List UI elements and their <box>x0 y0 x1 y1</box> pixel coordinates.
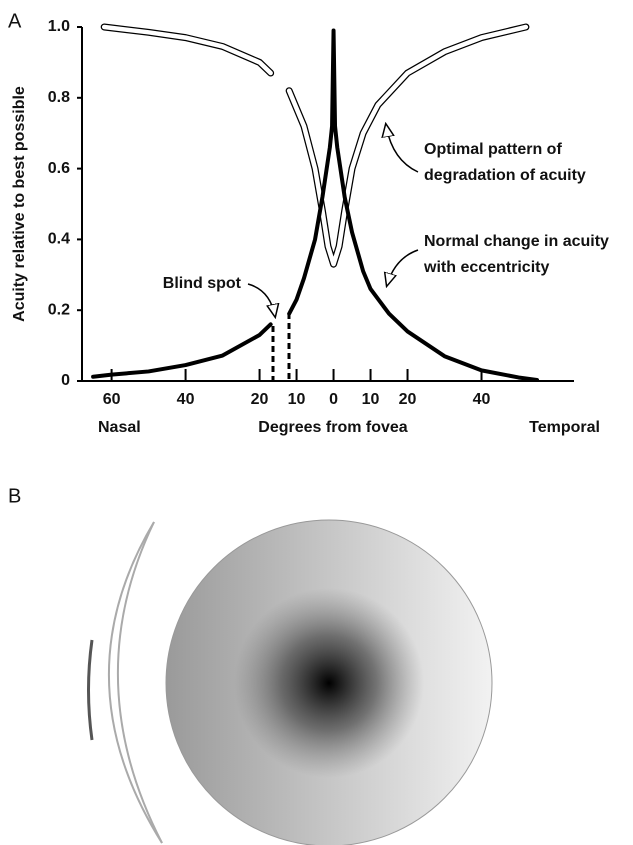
arrow <box>247 283 275 316</box>
y-tick-label: 1.0 <box>48 18 70 35</box>
lens-edge <box>107 521 163 844</box>
y-tick-label: 0.8 <box>48 89 70 106</box>
x-tick-label: 60 <box>103 391 121 408</box>
annotation: degradation of acuity <box>424 167 586 184</box>
lens-shade <box>87 639 94 741</box>
annotation: Optimal pattern of <box>424 141 562 158</box>
x-end-label: Nasal <box>98 419 141 436</box>
arrow <box>387 249 419 285</box>
acuity-curve <box>91 28 540 382</box>
panel-label: B <box>8 485 21 507</box>
panel-label: A <box>8 10 22 32</box>
x-tick-label: 20 <box>251 391 269 408</box>
y-axis-label: Acuity relative to best possible <box>11 86 28 322</box>
optimal-curve-inner <box>101 24 529 267</box>
y-tick-label: 0.4 <box>48 231 70 248</box>
x-end-label: Temporal <box>529 419 600 436</box>
x-tick-label: 0 <box>329 391 338 408</box>
x-tick-label: 40 <box>473 391 491 408</box>
y-tick-label: 0 <box>61 372 70 389</box>
annotation: Normal change in acuity <box>424 233 609 250</box>
x-tick-label: 40 <box>177 391 195 408</box>
annotation: Blind spot <box>163 275 242 292</box>
annotation: with eccentricity <box>423 259 549 276</box>
x-tick-label: 10 <box>362 391 380 408</box>
x-axis-label: Degrees from fovea <box>258 419 407 436</box>
x-tick-label: 20 <box>399 391 417 408</box>
acuity-blur <box>234 588 424 778</box>
arrow <box>386 125 419 173</box>
y-tick-label: 0.6 <box>48 160 70 177</box>
y-tick-label: 0.2 <box>48 301 70 318</box>
lens-edge <box>116 521 163 844</box>
x-tick-label: 10 <box>288 391 306 408</box>
